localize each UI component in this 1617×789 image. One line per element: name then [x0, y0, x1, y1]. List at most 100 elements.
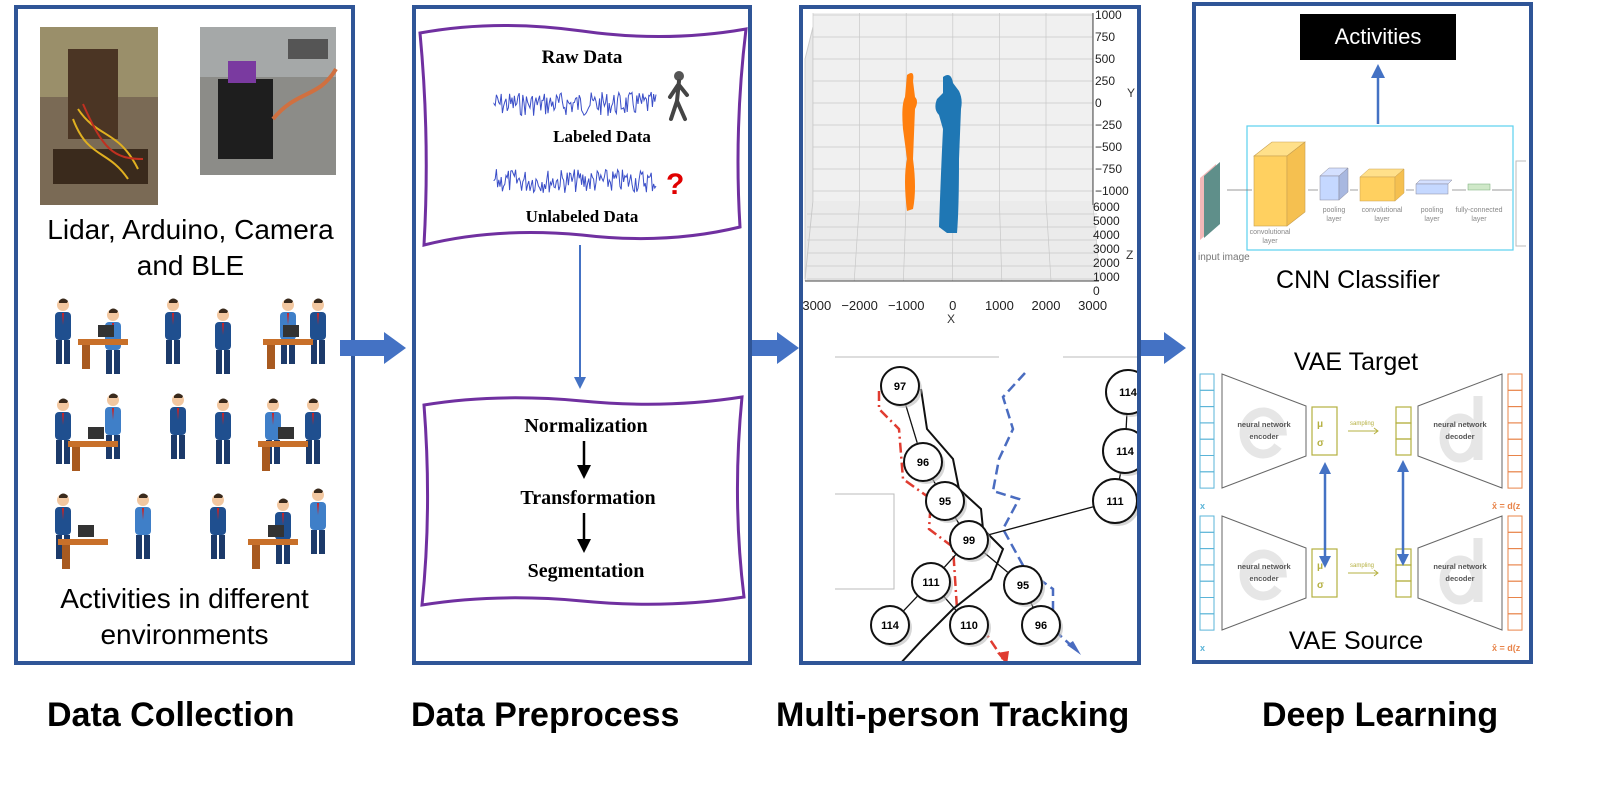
unlabeled-data-label: Unlabeled Data	[526, 207, 639, 226]
z-tick-label: 5000	[1093, 214, 1120, 228]
office-person-figure	[310, 298, 326, 364]
deep-learning-diagram: Activities input image convolutional laye…	[1198, 14, 1526, 655]
3d-point-cloud-plot: −3000−2000−10000100020003000100075050025…	[795, 8, 1135, 326]
vae-source-figure: x x̂ = d(z neural network encoder μσ sampling…	[1199, 515, 1523, 653]
office-activity-illustrations	[55, 298, 326, 569]
office-person-figure	[215, 308, 231, 374]
graph-node: 111	[1092, 478, 1140, 526]
latent-z-cell	[1395, 422, 1412, 440]
decoder-label: decoder	[1445, 432, 1474, 441]
activities-caption-line2: environments	[100, 619, 269, 650]
deep-learning-panel: Activities input image convolutional laye…	[1192, 2, 1533, 664]
cnn-architecture-figure: input image convolutional layer pooling lay…	[1198, 125, 1526, 263]
graph-node-label: 97	[894, 381, 906, 393]
sampling-label: sampling	[1350, 421, 1374, 427]
input-x-symbol: x	[1200, 501, 1205, 511]
graph-node: 114	[1105, 369, 1153, 417]
encoder-label: neural network	[1237, 420, 1291, 429]
decoder-trapezoid	[1417, 373, 1503, 489]
latent-z-cell	[1395, 438, 1412, 456]
graph-node-label: 111	[922, 577, 939, 589]
lidar-arduino-photo	[40, 27, 158, 205]
decoder-trapezoid	[1417, 515, 1503, 631]
graph-node: 96	[903, 442, 945, 484]
sampling-label: sampling	[1350, 563, 1374, 569]
y-tick-label: 250	[1095, 74, 1115, 88]
office-person-figure	[165, 298, 181, 364]
mu-symbol: μ	[1317, 419, 1323, 430]
data-collection-panel: Lidar, Arduino, Camera and BLE Activitie…	[14, 5, 355, 665]
office-person-figure	[305, 398, 321, 464]
step-transformation: Transformation	[520, 487, 655, 509]
step-arrow-2	[577, 513, 591, 553]
output-reconstruction-symbol: x̂ = d(z	[1492, 643, 1521, 653]
encoder-label: neural network	[1237, 562, 1291, 571]
encoder-label: encoder	[1249, 574, 1278, 583]
y-tick-label: −500	[1095, 140, 1122, 154]
question-mark-icon: ?	[666, 168, 684, 201]
office-person-figure	[55, 298, 71, 364]
graph-node-label: 110	[960, 620, 978, 632]
y-tick-label: 750	[1095, 30, 1115, 44]
decoder-label: neural network	[1433, 562, 1487, 571]
graph-edge	[905, 404, 918, 444]
graph-node: 111	[911, 562, 953, 604]
y-tick-label: −250	[1095, 118, 1122, 132]
sigma-symbol: σ	[1317, 580, 1324, 591]
person-b-point-cloud	[935, 75, 962, 233]
graph-node-label: 114	[1116, 446, 1135, 458]
graph-edge	[983, 552, 1009, 573]
office-person-figure	[310, 488, 326, 554]
graph-node: 110	[949, 605, 991, 647]
blue-track-path	[991, 372, 1076, 650]
graph-node-label: 96	[917, 457, 929, 469]
office-person-figure	[55, 398, 71, 464]
stage-title-data-preprocess: Data Preprocess	[411, 696, 680, 734]
flow-arrow-1	[340, 332, 406, 364]
graph-edge	[988, 505, 1096, 536]
y-axis-label: Y	[1127, 86, 1135, 100]
x-tick-label: −3000	[803, 298, 831, 313]
y-tick-label: −1000	[1095, 184, 1129, 198]
encoder-label: encoder	[1249, 432, 1278, 441]
latent-distribution-box	[1311, 406, 1338, 456]
x-tick-label: 2000	[1032, 298, 1061, 313]
cnn-layer-label: fully-connected layer	[1455, 207, 1502, 223]
office-person-figure	[215, 398, 231, 464]
graph-node: 96	[1021, 605, 1063, 647]
servo-sensor-photo	[200, 27, 338, 175]
person-a-point-cloud	[902, 73, 917, 211]
data-preprocess-panel: Raw Data Labeled Data ? Unlabeled Data N…	[412, 5, 752, 665]
hardware-caption-line1: Lidar, Arduino, Camera	[47, 214, 334, 245]
labeled-signal-waveform	[493, 90, 657, 117]
graph-node-label: 99	[963, 535, 975, 547]
cnn-layer-label: pooling layer	[1323, 207, 1346, 223]
office-person-figure	[210, 493, 226, 559]
activities-label: Activities	[1335, 24, 1422, 49]
y-tick-label: −750	[1095, 162, 1122, 176]
activities-caption-line1: Activities in different	[60, 583, 309, 614]
vae-target-title: VAE Target	[1294, 348, 1418, 376]
graph-node-label: 114	[1119, 387, 1137, 399]
y-tick-label: 1000	[1095, 9, 1122, 22]
step-arrow-1	[577, 441, 591, 479]
graph-node-label: 96	[1035, 620, 1047, 632]
graph-node: 95	[925, 481, 967, 523]
collection-illustrations	[40, 27, 338, 569]
cnn-classifier-title: CNN Classifier	[1276, 266, 1440, 294]
cnn-layer-label: pooling layer	[1421, 207, 1444, 223]
sampling-arrow	[1348, 427, 1379, 435]
sigma-symbol: σ	[1317, 438, 1324, 449]
latent-z-cell	[1395, 564, 1412, 582]
x-tick-label: 1000	[985, 298, 1014, 313]
tracking-panel: −3000−2000−10000100020003000100075050025…	[795, 5, 1153, 666]
decoder-label: neural network	[1433, 420, 1487, 429]
down-arrow	[574, 245, 586, 389]
graph-node: 95	[1003, 565, 1045, 607]
step-normalization: Normalization	[524, 415, 647, 437]
graph-node-label: 95	[939, 496, 951, 508]
z-tick-label: 2000	[1093, 256, 1120, 270]
x-tick-label: 0	[949, 298, 956, 313]
graph-node: 114	[1102, 428, 1150, 476]
sampling-arrow	[1348, 569, 1379, 577]
